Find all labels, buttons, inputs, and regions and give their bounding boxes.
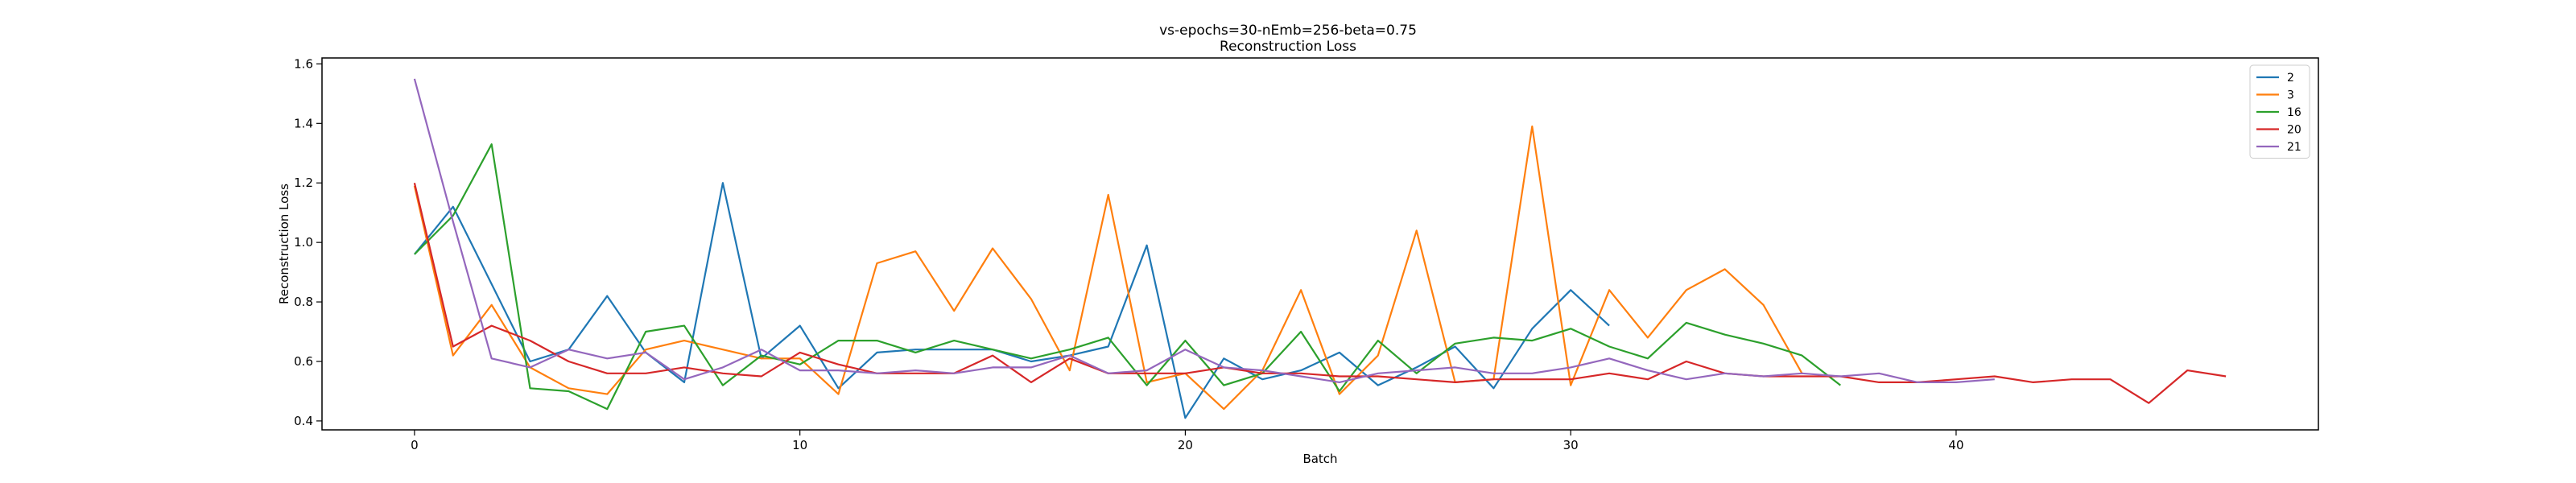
series-line-16 <box>414 143 1841 411</box>
series-line-21 <box>413 78 1995 383</box>
y-tick-label: 0.6 <box>294 354 313 369</box>
chart-title: vs-epochs=30-nEmb=256-beta=0.75 <box>1159 23 1417 39</box>
x-tick-label: 20 <box>1178 438 1193 452</box>
legend: 2 3 16 20 21 <box>2249 64 2310 159</box>
legend-label-16: 16 <box>2287 106 2301 119</box>
y-tick-label: 1.2 <box>294 175 313 190</box>
axes-frame <box>321 57 2319 431</box>
y-tick-label: 1.4 <box>294 116 313 130</box>
y-axis-label: Reconstruction Loss <box>277 184 291 304</box>
x-axis: 0 10 20 30 40 <box>411 430 1964 452</box>
chart-subtitle: Reconstruction Loss <box>1220 39 1356 55</box>
y-tick-label: 0.8 <box>294 295 313 309</box>
x-tick-label: 0 <box>411 438 419 452</box>
y-axis: 0.4 0.6 0.8 1.0 1.2 1.4 1.6 <box>294 56 322 428</box>
x-tick-label: 40 <box>1948 438 1963 452</box>
legend-label-21: 21 <box>2287 141 2301 154</box>
plot-area <box>322 58 2318 430</box>
series-line-3 <box>413 125 1803 411</box>
x-tick-label: 30 <box>1563 438 1579 452</box>
series-layer <box>413 78 2227 419</box>
x-axis-label: Batch <box>1302 452 1337 466</box>
legend-label-2: 2 <box>2287 72 2294 85</box>
legend-box <box>2249 64 2310 159</box>
legend-label-20: 20 <box>2287 124 2301 137</box>
y-tick-label: 1.6 <box>294 56 313 71</box>
legend-label-3: 3 <box>2287 89 2294 102</box>
y-tick-label: 1.0 <box>294 235 313 250</box>
y-tick-label: 0.4 <box>294 414 313 428</box>
x-tick-label: 10 <box>792 438 807 452</box>
